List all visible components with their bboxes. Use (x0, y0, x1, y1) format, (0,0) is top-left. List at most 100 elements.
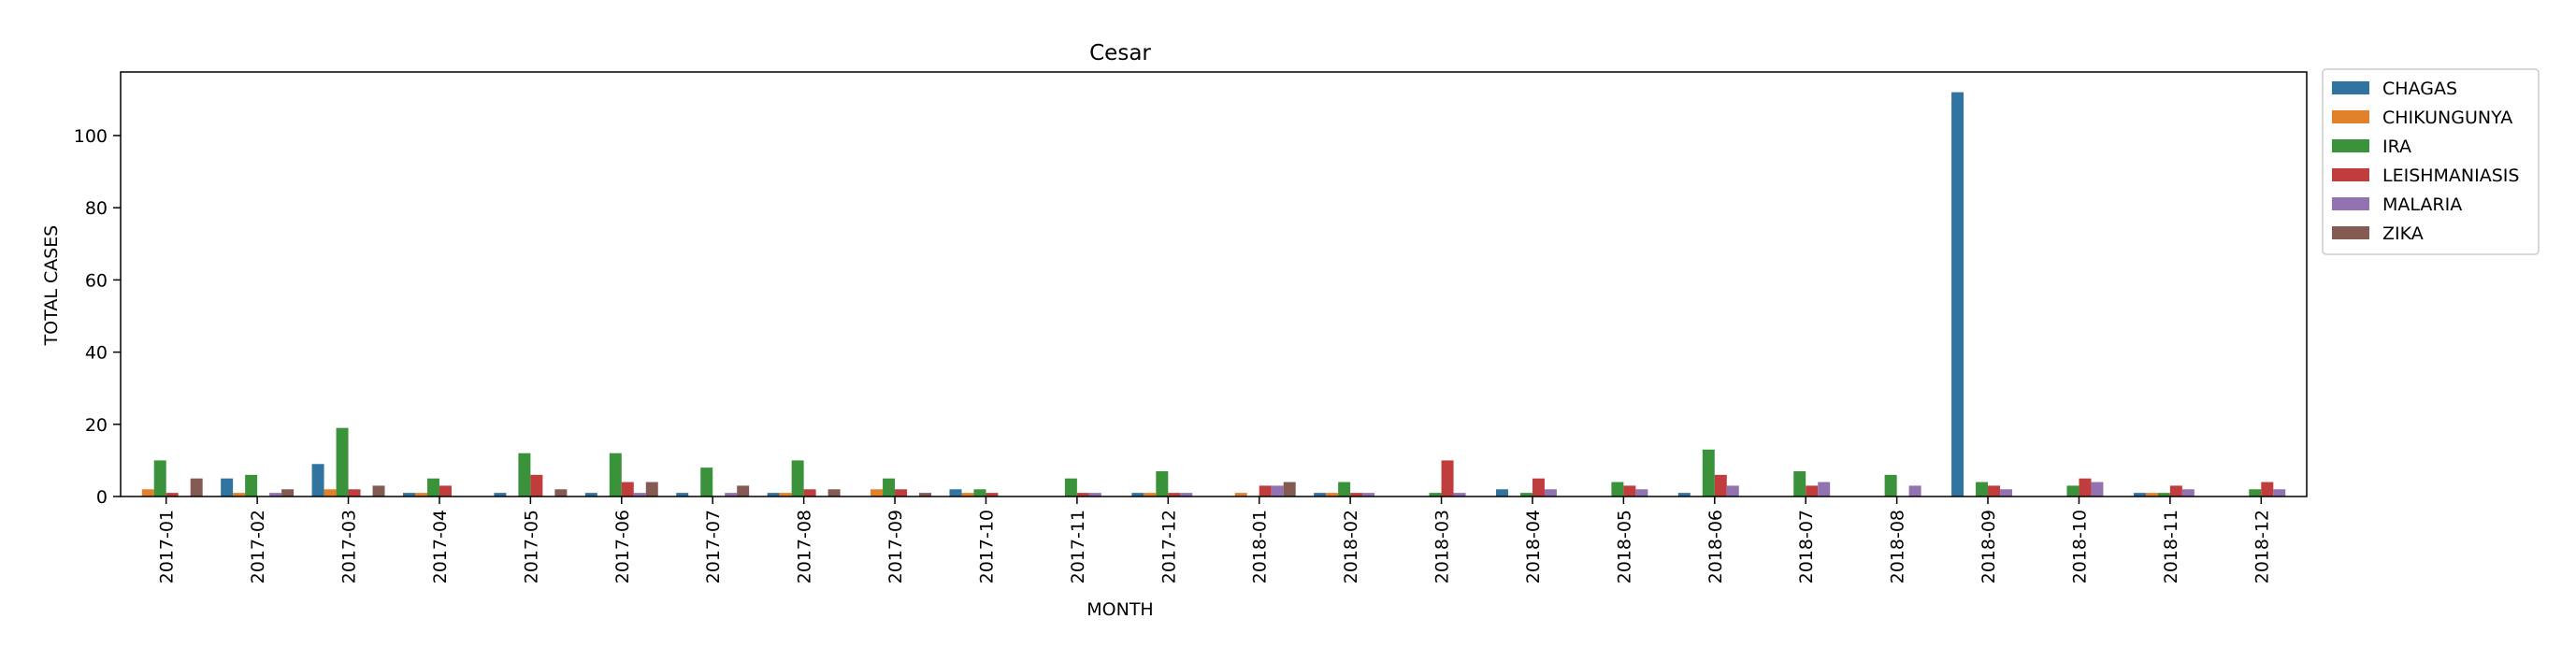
legend-swatch (2332, 226, 2369, 239)
bar (1156, 470, 1169, 496)
x-tick-label: 2017-03 (339, 510, 360, 583)
bar (518, 453, 531, 496)
bar (1076, 493, 1089, 496)
bar (1988, 485, 2001, 496)
bar (1144, 493, 1157, 496)
chart-title: Cesar (1089, 41, 1151, 65)
x-tick-label: 2017-01 (157, 510, 178, 583)
bar (609, 453, 622, 496)
x-tick-label: 2017-05 (521, 510, 541, 583)
legend-label: LEISHMANIASIS (2382, 166, 2519, 186)
bar (779, 493, 792, 496)
bar (973, 489, 986, 496)
y-tick-label: 80 (85, 198, 108, 219)
y-tick-label: 20 (85, 415, 108, 436)
bar (233, 493, 246, 496)
bar (584, 493, 597, 496)
x-tick-label: 2018-02 (1341, 510, 1361, 583)
bar (1326, 493, 1339, 496)
bar (1453, 493, 1466, 496)
bar (281, 489, 295, 496)
bar (1635, 489, 1648, 496)
bar (791, 460, 804, 496)
x-tick-label: 2017-08 (795, 510, 815, 583)
x-tick-label: 2017-07 (703, 510, 724, 583)
bar (2157, 493, 2170, 496)
legend-frame (2322, 68, 2540, 255)
legend-label: ZIKA (2382, 223, 2424, 244)
bar (1806, 485, 1819, 496)
bar (311, 464, 324, 496)
legend-swatch (2332, 197, 2369, 210)
bar (1234, 493, 1247, 496)
y-tick-label: 60 (85, 270, 108, 291)
bar (1623, 485, 1636, 496)
bar (402, 493, 415, 496)
legend-label: CHIKUNGUNYA (2382, 108, 2512, 128)
bar (1677, 493, 1691, 496)
x-tick-label: 2017-10 (976, 510, 997, 583)
bar (414, 493, 427, 496)
legend-label: IRA (2382, 137, 2411, 157)
bar (725, 493, 738, 496)
x-tick-label: 2018-07 (1796, 510, 1817, 583)
bar (1088, 493, 1101, 496)
legend-label: CHAGAS (2382, 79, 2457, 99)
bar (336, 427, 349, 496)
legend: CHAGAS CHIKUNGUNYA IRA LEISHMANIASIS MALARIA… (2322, 68, 2540, 255)
y-tick-label: 0 (96, 487, 108, 508)
bar (986, 493, 999, 496)
legend-swatch (2332, 139, 2369, 152)
bar (827, 489, 841, 496)
bar (871, 489, 884, 496)
bar (1884, 474, 1897, 496)
bar (895, 489, 908, 496)
bar (141, 489, 154, 496)
bar (1314, 493, 1327, 496)
bar (426, 478, 439, 496)
bar (767, 493, 780, 496)
x-tick-label: 2018-11 (2161, 510, 2181, 583)
bar (1532, 478, 1545, 496)
bar (1064, 478, 1077, 496)
x-tick-label: 2018-10 (2069, 510, 2090, 583)
x-tick-label: 2018-04 (1523, 510, 1544, 583)
bar (269, 493, 282, 496)
bar (803, 489, 816, 496)
legend-swatch (2332, 168, 2369, 181)
x-tick-label: 2018-01 (1250, 510, 1271, 583)
y-axis: 0 20 40 60 80 100 (74, 126, 121, 508)
bar (554, 489, 568, 496)
x-tick-label: 2017-11 (1068, 510, 1088, 583)
bar (190, 478, 203, 496)
bar (153, 460, 166, 496)
bar (2273, 489, 2286, 496)
bar (324, 489, 337, 496)
bar (949, 489, 962, 496)
bar (883, 478, 896, 496)
bar (1714, 474, 1727, 496)
bar (2133, 493, 2146, 496)
legend-swatch (2332, 110, 2369, 123)
bar (1544, 489, 1557, 496)
bar (1131, 493, 1144, 496)
bar (1441, 460, 1454, 496)
bar (645, 482, 658, 496)
x-tick-label: 2018-08 (1888, 510, 1908, 583)
bar (621, 482, 634, 496)
bar (1519, 493, 1533, 496)
bar (1338, 482, 1351, 496)
bar (1726, 485, 1739, 496)
bar (1362, 493, 1375, 496)
legend-swatch (2332, 81, 2369, 94)
bar (1350, 493, 1363, 496)
bar (737, 485, 750, 496)
x-tick-label: 2017-04 (430, 510, 451, 583)
bar (530, 474, 543, 496)
bar (2066, 485, 2080, 496)
x-tick-label: 2018-05 (1614, 510, 1634, 583)
x-tick-label: 2017-12 (1158, 510, 1179, 583)
bar (1702, 449, 1715, 496)
